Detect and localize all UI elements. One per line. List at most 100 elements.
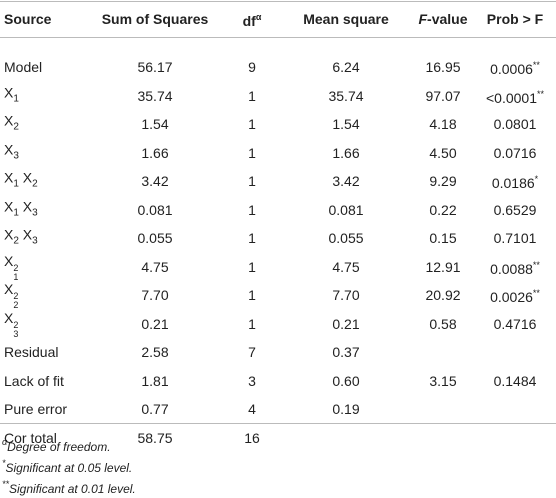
prob-mark: * <box>534 174 539 184</box>
prob-value: 0.0801 <box>493 116 537 132</box>
source-cell: Cor total <box>4 429 57 447</box>
term-base: X <box>4 252 14 269</box>
value-cell: 0.19 <box>332 401 360 417</box>
prob-cell: 0.1484 <box>494 372 537 390</box>
value-cell: 9.29 <box>429 173 457 189</box>
header-text: Source <box>4 11 52 27</box>
source-cell: X1 X3 <box>4 197 38 222</box>
value-cell: 0.21 <box>141 315 169 332</box>
term-sub: 2 <box>13 300 19 310</box>
header-cell: F-value <box>418 10 467 28</box>
prob-value: 0.0186 <box>491 175 535 191</box>
term-sub: 1 <box>13 93 19 104</box>
value-cell: 12.91 <box>425 258 461 275</box>
value-cell: 1 <box>248 315 256 332</box>
prob-cell: 0.0716 <box>494 144 537 162</box>
prob-cell: <0.0001** <box>486 85 544 107</box>
prob-value: 0.4716 <box>493 315 537 332</box>
term-base: Cor total <box>4 429 57 446</box>
header-cell: Mean square <box>303 10 389 28</box>
footnote: **Significant at 0.01 level. <box>2 479 136 496</box>
value-cell: 0.081 <box>137 201 173 218</box>
value-cell: 35.74 <box>137 87 173 104</box>
value-cell: 9 <box>248 59 256 75</box>
term-base: X <box>4 169 14 186</box>
term-base: X <box>4 198 14 214</box>
header-text: -value <box>427 11 468 27</box>
footnote-text: Significant at 0.01 level. <box>9 482 136 496</box>
prob-cell: 0.0026** <box>490 284 540 306</box>
value-cell: 1.54 <box>141 116 169 132</box>
value-cell: 2.58 <box>141 344 169 360</box>
term-sup: 2 <box>13 291 19 301</box>
prob-mark: ** <box>536 88 545 99</box>
value-cell: 0.055 <box>328 230 364 246</box>
prob-value: 0.0088 <box>490 260 533 277</box>
prob-value: 0.0006 <box>490 61 533 77</box>
value-cell: 7.70 <box>141 287 169 303</box>
footnote: *Significant at 0.05 level. <box>2 458 132 475</box>
value-cell: 1 <box>248 173 256 189</box>
value-cell: 3.42 <box>332 173 360 189</box>
prob-cell: 0.0186* <box>492 170 538 192</box>
header-text: Prob > F <box>486 11 544 27</box>
prob-cell: 0.4716 <box>494 315 537 333</box>
term-sup: 2 <box>13 319 19 330</box>
prob-value: 0.7101 <box>493 230 537 246</box>
value-cell: 0.15 <box>429 230 457 246</box>
value-cell: 3.15 <box>429 372 457 389</box>
term-base: X <box>4 226 14 243</box>
footnote-text: Degree of freedom. <box>7 440 111 454</box>
value-cell: 0.081 <box>328 201 364 218</box>
term-sub: 1 <box>13 178 19 190</box>
header-text: df <box>242 13 256 29</box>
footnote-mark: α <box>2 437 8 447</box>
term-base: X <box>4 309 14 326</box>
value-cell: 1 <box>248 258 256 275</box>
prob-value: <0.0001 <box>485 89 537 106</box>
value-cell: 4.18 <box>429 116 457 132</box>
value-cell: 0.60 <box>332 372 360 389</box>
prob-value: 0.0716 <box>493 144 537 161</box>
term-base: X <box>22 226 33 243</box>
footnote: αDegree of freedom. <box>2 437 111 454</box>
value-cell: 3 <box>248 372 256 389</box>
value-cell: 0.77 <box>141 401 169 417</box>
term-base: X <box>22 169 33 186</box>
value-cell: 4.75 <box>332 258 360 275</box>
value-cell: 0.37 <box>332 344 360 360</box>
bottom-rule <box>0 423 556 424</box>
header-italic: F <box>418 11 428 27</box>
value-cell: 6.24 <box>332 59 360 75</box>
value-cell: 1 <box>248 201 256 218</box>
value-cell: 4.75 <box>141 258 169 275</box>
header-rule <box>0 37 556 38</box>
term-sub: 2 <box>13 235 19 247</box>
prob-value: 0.0026 <box>490 289 533 305</box>
value-cell: 7 <box>248 344 256 360</box>
footnote-text: Significant at 0.05 level. <box>5 461 133 475</box>
term-base: X <box>4 281 14 297</box>
value-cell: 56.17 <box>137 59 173 75</box>
source-cell: Pure error <box>4 400 67 418</box>
value-cell: 97.07 <box>425 87 461 104</box>
header-sup: α <box>255 12 262 22</box>
top-rule <box>0 1 556 2</box>
value-cell: 4 <box>248 401 256 417</box>
header-cell: Sum of Squares <box>102 10 209 28</box>
source-cell: X3 <box>4 140 19 165</box>
footnote-mark: ** <box>2 479 10 489</box>
source-cell: Lack of fit <box>4 372 64 390</box>
prob-mark: ** <box>532 259 540 270</box>
value-cell: 1.66 <box>332 144 360 161</box>
prob-value: 0.6529 <box>493 201 537 218</box>
source-cell: X2 <box>4 112 19 137</box>
term-base: X <box>4 141 14 157</box>
prob-cell: 0.0006** <box>490 56 540 78</box>
value-cell: 0.22 <box>429 201 457 218</box>
header-cell: Source <box>4 10 51 28</box>
value-cell: 4.50 <box>429 144 457 161</box>
